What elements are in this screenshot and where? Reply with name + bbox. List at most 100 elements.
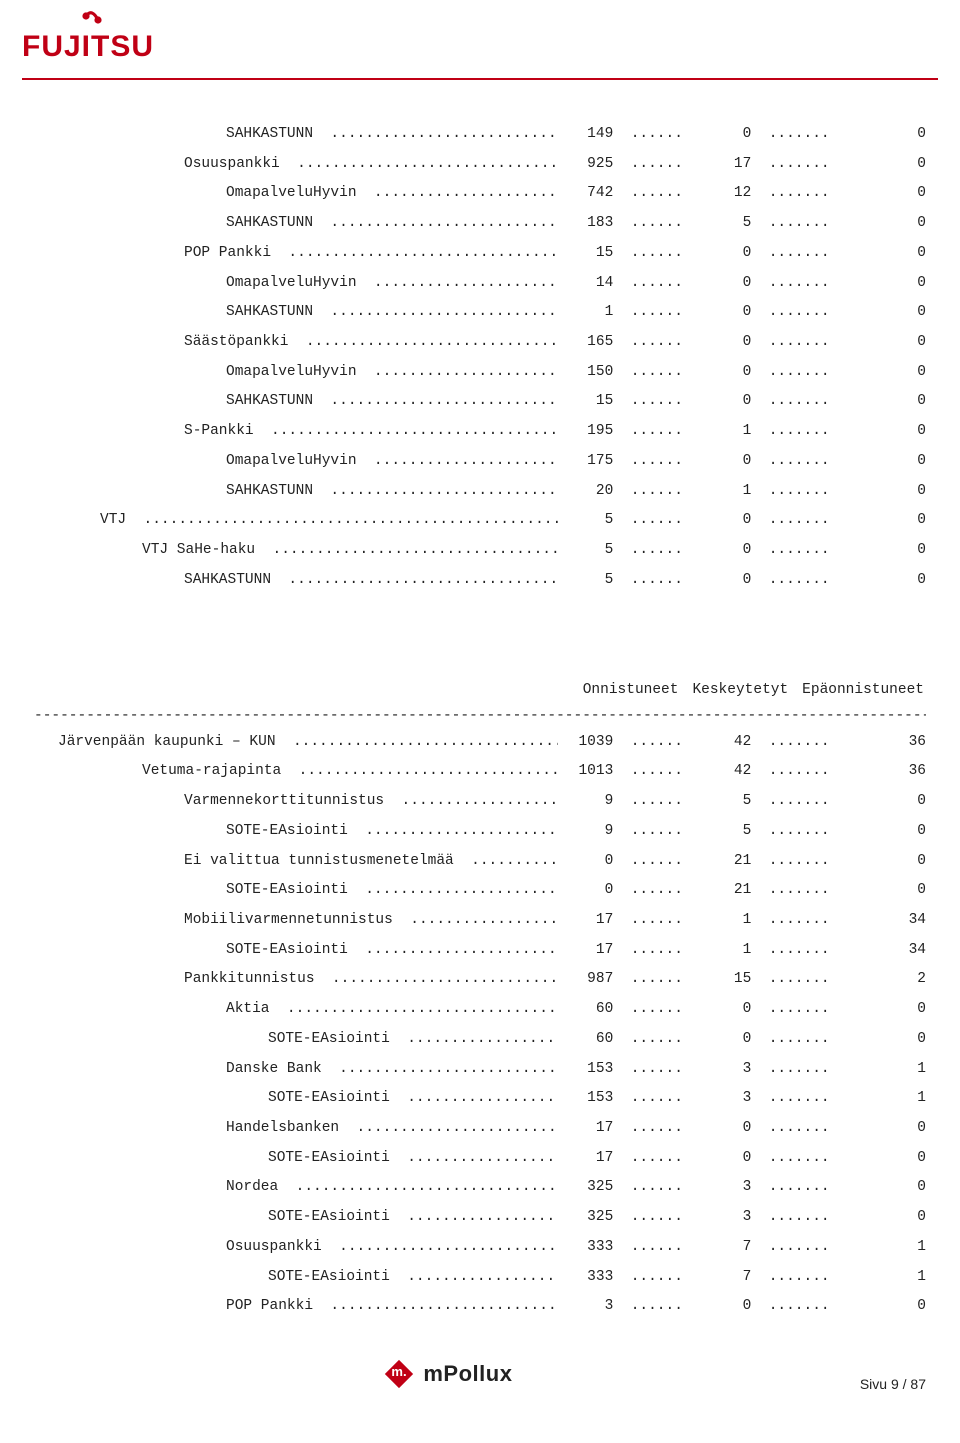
row-label: Danske Bank (34, 1055, 330, 1085)
report-row: Danske Bank 153 3 1 (34, 1055, 926, 1085)
fujitsu-logo: FUJITSU (22, 10, 938, 70)
row-col3: 34 (830, 936, 926, 966)
row-col3: 0 (830, 179, 926, 209)
row-col2: 21 (682, 847, 760, 877)
row-col3: 0 (830, 209, 926, 239)
row-col1: 165 (558, 328, 622, 358)
row-col3: 0 (830, 536, 926, 566)
row-col2: 5 (682, 817, 760, 847)
row-col2: 42 (682, 757, 760, 787)
report-row: Ei valittua tunnistusmenetelmää 0 21 0 (34, 847, 926, 877)
row-col1: 0 (558, 876, 622, 906)
row-label: OmapalveluHyvin (34, 179, 365, 209)
row-col3: 0 (830, 1114, 926, 1144)
row-label: Ei valittua tunnistusmenetelmää (34, 847, 462, 877)
report-section-1: SAHKASTUNN 149 0 0Osuuspankki 925 17 0Om… (34, 120, 926, 596)
row-col2: 0 (682, 298, 760, 328)
row-col2: 0 (682, 1025, 760, 1055)
mpollux-logo-text: mPollux (423, 1361, 512, 1387)
row-label: Aktia (34, 995, 278, 1025)
row-col2: 0 (682, 506, 760, 536)
report-row: SOTE-EAsiointi 333 7 1 (34, 1263, 926, 1293)
row-col3: 0 (830, 477, 926, 507)
row-col3: 0 (830, 506, 926, 536)
row-col3: 0 (830, 787, 926, 817)
page-number: Sivu 9 / 87 (860, 1376, 926, 1392)
row-col2: 21 (682, 876, 760, 906)
report-row: SOTE-EAsiointi 9 5 0 (34, 817, 926, 847)
row-col3: 0 (830, 417, 926, 447)
row-col2: 0 (682, 566, 760, 596)
row-col3: 34 (830, 906, 926, 936)
row-col1: 3 (558, 1292, 622, 1322)
row-col1: 0 (558, 847, 622, 877)
row-label: SOTE-EAsiointi (34, 876, 357, 906)
row-col3: 1 (830, 1233, 926, 1263)
row-label: OmapalveluHyvin (34, 269, 365, 299)
row-label: SOTE-EAsiointi (34, 1084, 399, 1114)
col-heading-3: Epäonnistuneet (802, 676, 924, 705)
row-label: OmapalveluHyvin (34, 358, 365, 388)
row-col3: 0 (830, 1203, 926, 1233)
row-col1: 150 (558, 358, 622, 388)
row-col3: 1 (830, 1055, 926, 1085)
row-label: S-Pankki (34, 417, 262, 447)
row-col1: 1039 (558, 728, 622, 758)
row-col2: 0 (682, 387, 760, 417)
report-row: SAHKASTUNN 183 5 0 (34, 209, 926, 239)
row-label: POP Pankki (34, 239, 280, 269)
fujitsu-logo-text: FUJITSU (22, 30, 152, 63)
row-col2: 0 (682, 328, 760, 358)
page-header: FUJITSU (0, 0, 960, 70)
row-col2: 0 (682, 1292, 760, 1322)
row-label: SAHKASTUNN (34, 477, 322, 507)
row-label: Osuuspankki (34, 150, 288, 180)
row-col1: 20 (558, 477, 622, 507)
row-col2: 15 (682, 965, 760, 995)
report-row: Nordea 325 3 0 (34, 1173, 926, 1203)
row-col1: 1013 (558, 757, 622, 787)
report-row: SAHKASTUNN 5 0 0 (34, 566, 926, 596)
row-col3: 0 (830, 328, 926, 358)
row-col1: 153 (558, 1055, 622, 1085)
row-col1: 60 (558, 995, 622, 1025)
report-row: SOTE-EAsiointi 153 3 1 (34, 1084, 926, 1114)
row-label: SOTE-EAsiointi (34, 936, 357, 966)
row-label: SOTE-EAsiointi (34, 1144, 399, 1174)
row-label: OmapalveluHyvin (34, 447, 365, 477)
row-col1: 15 (558, 239, 622, 269)
row-col2: 1 (682, 906, 760, 936)
report-row: Mobiilivarmennetunnistus 17 1 34 (34, 906, 926, 936)
row-col3: 0 (830, 358, 926, 388)
report-row: SOTE-EAsiointi 0 21 0 (34, 876, 926, 906)
row-col3: 0 (830, 387, 926, 417)
report-row: Vetuma-rajapinta 1013 42 36 (34, 757, 926, 787)
row-label: Varmennekorttitunnistus (34, 787, 393, 817)
report-row: POP Pankki 15 0 0 (34, 239, 926, 269)
report-section-2: Järvenpään kaupunki – KUN 1039 42 36Vetu… (34, 728, 926, 1322)
row-col2: 3 (682, 1084, 760, 1114)
report-row: OmapalveluHyvin 175 0 0 (34, 447, 926, 477)
row-col1: 60 (558, 1025, 622, 1055)
separator-dashes: ----------------------------------------… (34, 705, 926, 728)
row-col1: 17 (558, 906, 622, 936)
row-label: Nordea (34, 1173, 287, 1203)
row-col2: 0 (682, 239, 760, 269)
report-row: Varmennekorttitunnistus 9 5 0 (34, 787, 926, 817)
report-row: SAHKASTUNN 15 0 0 (34, 387, 926, 417)
report-row: Osuuspankki 333 7 1 (34, 1233, 926, 1263)
row-col2: 1 (682, 417, 760, 447)
row-col3: 0 (830, 1025, 926, 1055)
row-label: SAHKASTUNN (34, 387, 322, 417)
row-col2: 12 (682, 179, 760, 209)
row-col2: 5 (682, 209, 760, 239)
row-label: SAHKASTUNN (34, 566, 280, 596)
row-label: SOTE-EAsiointi (34, 1263, 399, 1293)
row-col2: 1 (682, 936, 760, 966)
row-col3: 0 (830, 876, 926, 906)
row-label: Järvenpään kaupunki – KUN (34, 728, 284, 758)
report-row: SOTE-EAsiointi 17 1 34 (34, 936, 926, 966)
row-col3: 0 (830, 1144, 926, 1174)
column-headings: Onnistuneet Keskeytetyt Epäonnistuneet (34, 676, 926, 705)
row-label: SAHKASTUNN (34, 120, 322, 150)
